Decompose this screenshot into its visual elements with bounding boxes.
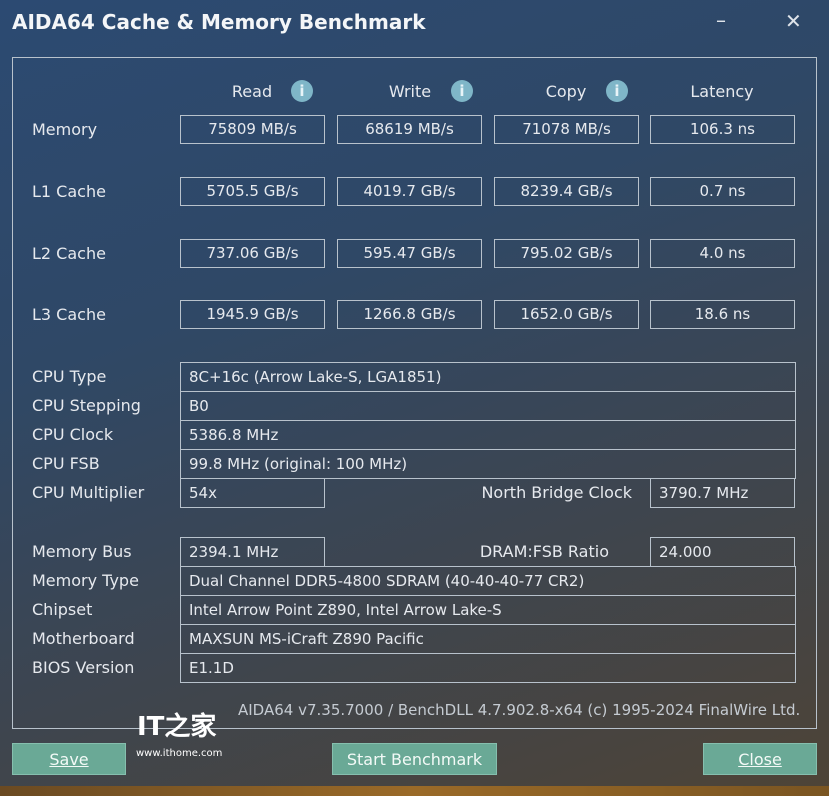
cpu-type-value: 8C+16c (Arrow Lake-S, LGA1851) (180, 362, 796, 392)
write-value: 68619 MB/s (337, 115, 482, 144)
latency-value: 106.3 ns (650, 115, 795, 144)
results-panel (12, 57, 817, 729)
memory-bus-label: Memory Bus (32, 542, 132, 561)
desktop-strip (0, 786, 829, 796)
dram-ratio-value: 24.000 (650, 537, 795, 567)
dram-ratio-label: DRAM:FSB Ratio (479, 542, 609, 561)
read-value: 1945.9 GB/s (180, 300, 325, 329)
copy-value: 71078 MB/s (494, 115, 639, 144)
bench-row-label: Memory (32, 120, 98, 139)
memory-bus-value: 2394.1 MHz (180, 537, 325, 567)
write-value: 595.47 GB/s (337, 239, 482, 268)
copy-value: 1652.0 GB/s (494, 300, 639, 329)
read-value: 737.06 GB/s (180, 239, 325, 268)
cpu-multiplier-label: CPU Multiplier (32, 483, 145, 502)
memory-type-label: Memory Type (32, 571, 139, 590)
cpu-type-label: CPU Type (32, 367, 107, 386)
ithome-logo: IT之家 (137, 712, 217, 742)
header-copy: Copy (545, 82, 587, 101)
bios-label: BIOS Version (32, 658, 135, 677)
copy-value: 8239.4 GB/s (494, 177, 639, 206)
cpu-fsb-value: 99.8 MHz (original: 100 MHz) (180, 449, 796, 479)
bios-value: E1.1D (180, 653, 796, 683)
close-window-button[interactable]: ✕ (785, 9, 802, 33)
bench-row-label: L3 Cache (32, 305, 106, 324)
nb-clock-label: North Bridge Clock (481, 483, 632, 502)
cpu-multiplier-value: 54x (180, 478, 325, 508)
header-write: Write (388, 82, 432, 101)
chipset-label: Chipset (32, 600, 93, 619)
window-title: AIDA64 Cache & Memory Benchmark (12, 10, 426, 34)
watermark-url: www.ithome.com (136, 748, 223, 759)
bench-row-label: L2 Cache (32, 244, 106, 263)
write-value: 4019.7 GB/s (337, 177, 482, 206)
copy-info-icon[interactable]: i (606, 80, 628, 102)
latency-value: 0.7 ns (650, 177, 795, 206)
minimize-button[interactable]: – (716, 8, 726, 32)
save-label: Save (49, 750, 89, 769)
version-footer: AIDA64 v7.35.7000 / BenchDLL 4.7.902.8-x… (238, 701, 801, 719)
read-info-icon[interactable]: i (291, 80, 313, 102)
cpu-stepping-label: CPU Stepping (32, 396, 141, 415)
nb-clock-value: 3790.7 MHz (650, 478, 795, 508)
start-benchmark-button[interactable]: Start Benchmark (332, 743, 497, 775)
bench-row-label: L1 Cache (32, 182, 106, 201)
save-button[interactable]: Save (12, 743, 126, 775)
close-button[interactable]: Close (703, 743, 817, 775)
latency-value: 4.0 ns (650, 239, 795, 268)
latency-value: 18.6 ns (650, 300, 795, 329)
read-value: 75809 MB/s (180, 115, 325, 144)
header-latency: Latency (690, 82, 754, 101)
cpu-clock-value: 5386.8 MHz (180, 420, 796, 450)
cpu-clock-label: CPU Clock (32, 425, 114, 444)
cpu-fsb-label: CPU FSB (32, 454, 100, 473)
write-value: 1266.8 GB/s (337, 300, 482, 329)
read-value: 5705.5 GB/s (180, 177, 325, 206)
motherboard-label: Motherboard (32, 629, 135, 648)
cpu-stepping-value: B0 (180, 391, 796, 421)
motherboard-value: MAXSUN MS-iCraft Z890 Pacific (180, 624, 796, 654)
copy-value: 795.02 GB/s (494, 239, 639, 268)
memory-type-value: Dual Channel DDR5-4800 SDRAM (40-40-40-7… (180, 566, 796, 596)
header-read: Read (231, 82, 273, 101)
chipset-value: Intel Arrow Point Z890, Intel Arrow Lake… (180, 595, 796, 625)
write-info-icon[interactable]: i (451, 80, 473, 102)
close-label: Close (738, 750, 782, 769)
